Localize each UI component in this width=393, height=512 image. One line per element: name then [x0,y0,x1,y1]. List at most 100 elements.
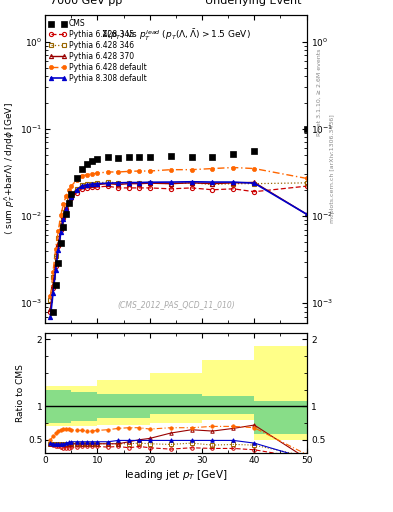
Pythia 6.428 default [53,246,58,252]
Pythia 6.428 346 [51,274,55,280]
Pythia 6.428 345 [252,188,257,195]
CMS [48,340,53,346]
CMS [189,154,194,160]
CMS [59,240,63,246]
CMS [84,160,89,166]
Line: Pythia 6.428 370: Pythia 6.428 370 [48,180,309,311]
Pythia 6.428 345 [168,186,173,192]
CMS [137,154,141,160]
Pythia 6.428 345 [95,184,100,190]
Pythia 6.428 370 [51,282,55,288]
Pythia 6.428 346 [61,209,66,216]
Pythia 6.428 370 [252,179,257,185]
Pythia 6.428 370 [79,183,84,189]
Pythia 6.428 345 [56,243,61,249]
Pythia 6.428 default [95,170,100,176]
Text: (CMS_2012_PAS_QCD_11_010): (CMS_2012_PAS_QCD_11_010) [117,300,235,309]
Pythia 6.428 346 [64,202,68,208]
Pythia 6.428 345 [51,285,55,291]
Pythia 6.428 default [64,193,68,199]
Pythia 6.428 370 [74,187,79,193]
Pythia 6.428 370 [168,181,173,187]
Pythia 6.428 345 [106,183,110,189]
Pythia 6.428 345 [189,185,194,191]
Pythia 6.428 370 [59,225,63,231]
CMS [210,154,215,160]
Pythia 6.428 345 [74,189,79,196]
Pythia 8.308 default [56,247,61,253]
Pythia 6.428 345 [48,309,53,315]
Pythia 6.428 370 [127,181,131,187]
Pythia 8.308 default [231,179,236,185]
Pythia 6.428 default [168,166,173,173]
Pythia 8.308 default [79,183,84,189]
Pythia 8.308 default [304,211,309,217]
X-axis label: leading jet $p_T$ [GeV]: leading jet $p_T$ [GeV] [124,467,228,482]
Pythia 6.428 346 [304,180,309,186]
Pythia 6.428 346 [69,192,74,198]
Pythia 6.428 346 [90,181,95,187]
Pythia 6.428 346 [84,181,89,187]
Pythia 6.428 370 [48,306,53,312]
Pythia 6.428 345 [84,185,89,191]
Pythia 6.428 370 [106,181,110,187]
Pythia 6.428 default [79,173,84,179]
Pythia 8.308 default [66,199,71,205]
Pythia 6.428 default [74,177,79,183]
Pythia 6.428 345 [64,206,68,212]
CMS [116,155,121,161]
Pythia 6.428 346 [59,220,63,226]
Pythia 6.428 345 [79,186,84,192]
Pythia 6.428 370 [61,213,66,219]
Pythia 6.428 370 [90,182,95,188]
Pythia 8.308 default [61,216,66,222]
CMS [79,165,84,172]
Line: Pythia 6.428 346: Pythia 6.428 346 [48,180,309,302]
Pythia 6.428 346 [210,181,215,187]
Text: Underlying Event: Underlying Event [205,0,301,6]
Text: 7000 GeV pp: 7000 GeV pp [50,0,123,6]
Pythia 6.428 346 [48,296,53,303]
CMS [304,126,309,132]
Pythia 6.428 370 [210,181,215,187]
Pythia 6.428 345 [137,185,141,191]
Pythia 8.308 default [137,180,141,186]
Pythia 6.428 370 [137,181,141,187]
Pythia 6.428 346 [137,180,141,186]
Pythia 6.428 345 [90,184,95,190]
Pythia 6.428 346 [116,180,121,186]
Pythia 8.308 default [95,181,100,187]
Pythia 6.428 default [56,227,61,233]
Pythia 6.428 345 [231,186,236,192]
Pythia 8.308 default [84,182,89,188]
Pythia 6.428 370 [189,180,194,186]
Line: Pythia 8.308 default: Pythia 8.308 default [48,180,309,319]
Pythia 6.428 default [48,293,53,300]
Pythia 8.308 default [127,180,131,186]
Pythia 8.308 default [252,180,257,186]
Pythia 6.428 default [66,187,71,194]
Pythia 6.428 345 [116,185,121,191]
Pythia 6.428 346 [106,179,110,185]
Pythia 6.428 346 [66,196,71,202]
Text: mcplots.cern.ch [arXiv:1306.3436]: mcplots.cern.ch [arXiv:1306.3436] [330,115,335,223]
Pythia 6.428 346 [231,181,236,187]
CMS [95,156,100,162]
Pythia 8.308 default [189,179,194,185]
Pythia 8.308 default [210,179,215,185]
Pythia 6.428 345 [304,183,309,189]
Pythia 6.428 default [304,175,309,181]
CMS [127,154,131,160]
Pythia 6.428 default [61,201,66,207]
Pythia 8.308 default [64,206,68,212]
Pythia 8.308 default [59,229,63,236]
Pythia 6.428 346 [74,186,79,192]
CMS [231,151,236,157]
Pythia 6.428 370 [66,198,71,204]
Line: CMS: CMS [48,126,309,346]
Pythia 6.428 default [210,165,215,172]
Pythia 6.428 370 [84,182,89,188]
CMS [106,154,110,160]
Pythia 6.428 370 [53,260,58,266]
Pythia 6.428 370 [304,211,309,217]
